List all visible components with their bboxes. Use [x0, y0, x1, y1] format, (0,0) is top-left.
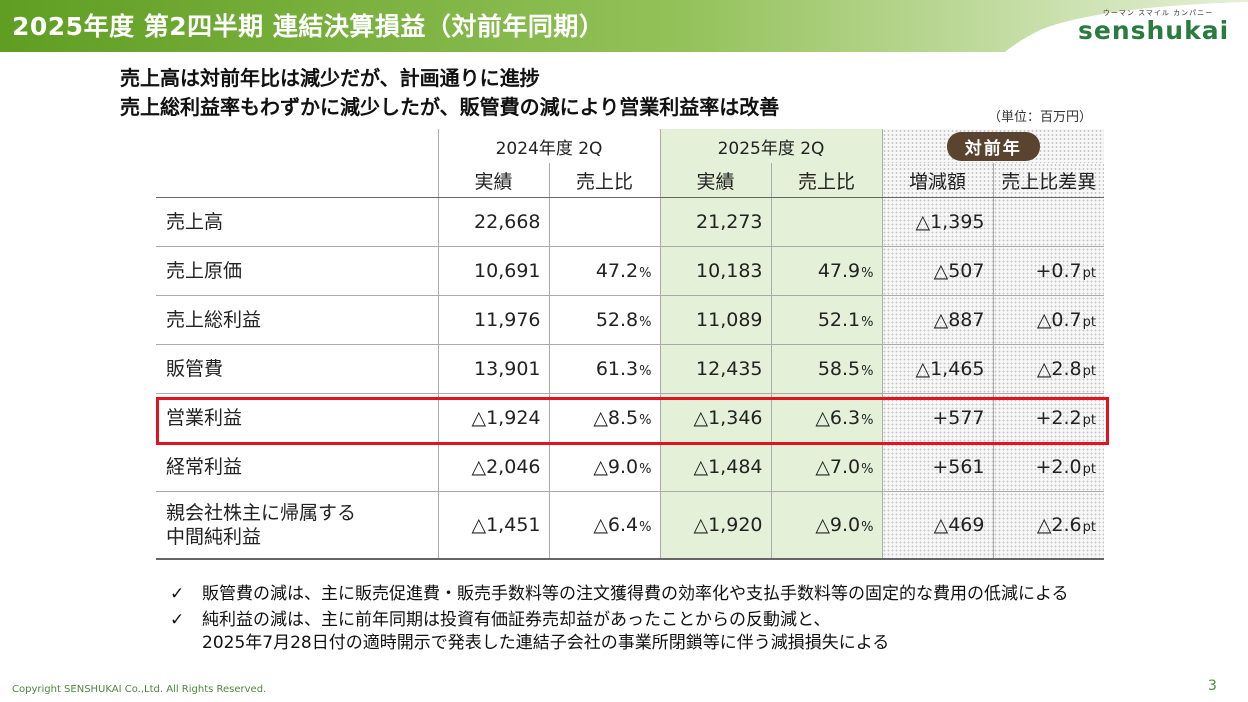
headline-line-1: 売上高は対前年比は減少だが、計画通りに進捗 [120, 66, 540, 90]
copyright: Copyright SENSHUKAI Co.,Ltd. All Rights … [12, 684, 267, 695]
page-title: 2025年度 第2四半期 連結決算損益（対前年同期） [12, 12, 605, 41]
cell-curr-ratio [770, 197, 882, 247]
cell-prev-actual: 10,691 [437, 246, 549, 296]
operating-income-highlight-box [156, 397, 1109, 445]
cell-curr-actual: △1,920 [659, 491, 771, 560]
table-row-net-sales: 売上高 22,668 21,273 △1,395 [156, 197, 1104, 247]
row-label: 経常利益 [156, 442, 438, 492]
cell-prev-ratio: 61.3% [548, 344, 660, 394]
header-curr-actual: 実績 [659, 163, 771, 198]
row-label: 売上原価 [156, 246, 438, 296]
row-label-line-1: 親会社株主に帰属する [166, 502, 357, 524]
note-text-line-2: 2025年7月28日付の適時開示で発表した連結子会社の事業所閉鎖等に伴う減損損失… [202, 633, 890, 653]
logo-name: senshukai [1078, 16, 1230, 45]
cell-prev-actual: △1,924 [437, 393, 549, 443]
financial-table: 2024年度 2Q 2025年度 2Q 対前年 実績 売上比 実績 売上比 増減… [156, 129, 1104, 560]
cell-curr-ratio: △7.0% [770, 442, 882, 492]
header-current-year: 2025年度 2Q [659, 129, 882, 163]
cell-prev-ratio: △9.0% [548, 442, 660, 492]
page-number: 3 [1208, 678, 1217, 694]
header-yoy: 対前年 [881, 129, 1104, 163]
title-bar-background [0, 0, 1248, 52]
table-header-row-2: 実績 売上比 実績 売上比 増減額 売上比差異 [156, 163, 1104, 198]
cell-diff-amount: △507 [881, 246, 993, 296]
headline-line-2: 売上総利益率もわずかに減少したが、販管費の減により営業利益率は改善 [120, 95, 780, 119]
cell-prev-ratio: 52.8% [548, 295, 660, 345]
yoy-badge: 対前年 [946, 131, 1040, 161]
cell-diff-ratio: △2.8pt [992, 344, 1104, 394]
title-bar: 2025年度 第2四半期 連結決算損益（対前年同期） ウーマン スマイル カンパ… [0, 0, 1248, 56]
cell-diff-ratio [992, 197, 1104, 247]
header-diff-ratio: 売上比差異 [992, 163, 1104, 198]
cell-diff-ratio: +0.7pt [992, 246, 1104, 296]
cell-prev-actual: 22,668 [437, 197, 549, 247]
cell-curr-actual: 10,183 [659, 246, 771, 296]
cell-prev-ratio: △6.4% [548, 491, 660, 560]
cell-prev-actual: 11,976 [437, 295, 549, 345]
cell-curr-ratio: 58.5% [770, 344, 882, 394]
row-label: 売上総利益 [156, 295, 438, 345]
unit-note: （単位：百万円） [988, 110, 1093, 125]
cell-prev-ratio [548, 197, 660, 247]
row-label: 親会社株主に帰属する 中間純利益 [156, 491, 438, 560]
row-label: 販管費 [156, 344, 438, 394]
header-curr-ratio: 売上比 [770, 163, 882, 198]
cell-diff-amount: +577 [881, 393, 993, 443]
cell-curr-ratio: △9.0% [770, 491, 882, 560]
table-row-ordinary-income: 経常利益 △2,046 △9.0% △1,484 △7.0% +561 +2.0… [156, 442, 1104, 492]
cell-prev-actual: △1,451 [437, 491, 549, 560]
table-row-gross-profit: 売上総利益 11,976 52.8% 11,089 52.1% △887 △0.… [156, 295, 1104, 345]
cell-curr-actual: △1,346 [659, 393, 771, 443]
note-item: ✓ 純利益の減は、主に前年同期は投資有価証券売却益があったことからの反動減と、 … [170, 609, 1069, 655]
table-row-cost-of-sales: 売上原価 10,691 47.2% 10,183 47.9% △507 +0.7… [156, 246, 1104, 296]
check-icon: ✓ [170, 610, 185, 630]
table-row-net-income: 親会社株主に帰属する 中間純利益 △1,451 △6.4% △1,920 △9.… [156, 491, 1104, 560]
cell-diff-amount: △469 [881, 491, 993, 560]
logo-tagline: ウーマン スマイル カンパニー [1102, 9, 1214, 17]
note-text-line-1: 純利益の減は、主に前年同期は投資有価証券売却益があったことからの反動減と、 [202, 610, 831, 630]
header-diff-amount: 増減額 [881, 163, 993, 198]
cell-curr-actual: 21,273 [659, 197, 771, 247]
cell-diff-ratio: △0.7pt [992, 295, 1104, 345]
company-logo: ウーマン スマイル カンパニー senshukai [1078, 8, 1228, 44]
header-prev-actual: 実績 [437, 163, 549, 198]
cell-diff-ratio: △2.6pt [992, 491, 1104, 560]
cell-curr-actual: △1,484 [659, 442, 771, 492]
cell-diff-ratio: +2.0pt [992, 442, 1104, 492]
cell-diff-amount: △887 [881, 295, 993, 345]
headline: 売上高は対前年比は減少だが、計画通りに進捗 売上総利益率もわずかに減少したが、販… [120, 64, 779, 122]
cell-curr-ratio: △6.3% [770, 393, 882, 443]
cell-diff-amount: △1,395 [881, 197, 993, 247]
cell-diff-ratio: +2.2pt [992, 393, 1104, 443]
cell-curr-actual: 11,089 [659, 295, 771, 345]
header-prev-year: 2024年度 2Q [437, 129, 660, 163]
notes: ✓ 販管費の減は、主に販売促進費・販売手数料等の注文獲得費の効率化や支払手数料等… [170, 583, 1069, 655]
cell-curr-ratio: 52.1% [770, 295, 882, 345]
table-header-row-1: 2024年度 2Q 2025年度 2Q 対前年 [156, 129, 1104, 163]
table-row-sga: 販管費 13,901 61.3% 12,435 58.5% △1,465 △2.… [156, 344, 1104, 394]
header-prev-ratio: 売上比 [548, 163, 660, 198]
cell-diff-amount: +561 [881, 442, 993, 492]
cell-curr-ratio: 47.9% [770, 246, 882, 296]
cell-prev-actual: △2,046 [437, 442, 549, 492]
row-label: 売上高 [156, 197, 438, 247]
note-item: ✓ 販管費の減は、主に販売促進費・販売手数料等の注文獲得費の効率化や支払手数料等… [170, 583, 1069, 606]
cell-prev-actual: 13,901 [437, 344, 549, 394]
note-text: 販管費の減は、主に販売促進費・販売手数料等の注文獲得費の効率化や支払手数料等の固… [202, 584, 1069, 604]
cell-curr-actual: 12,435 [659, 344, 771, 394]
cell-prev-ratio: 47.2% [548, 246, 660, 296]
cell-diff-amount: △1,465 [881, 344, 993, 394]
row-label-line-2: 中間純利益 [166, 526, 262, 548]
check-icon: ✓ [170, 584, 185, 604]
